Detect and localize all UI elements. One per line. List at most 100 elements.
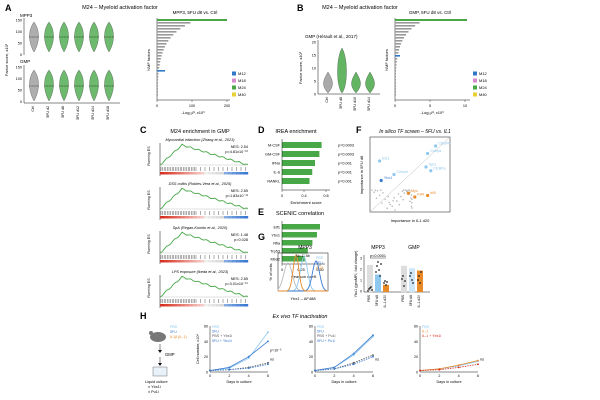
bar-other-factor [395, 85, 396, 87]
bar-other-factor [157, 91, 158, 93]
dotplot-point [410, 272, 412, 274]
bar-other-factor [395, 31, 409, 33]
bar-other-factor [157, 43, 167, 45]
h-chart-ns: ns [375, 358, 379, 362]
panel-g-flow-xlabel: Ybx1 – AF488 [290, 296, 316, 301]
panel-g-flow-ylabel: % of cells [268, 263, 273, 280]
bar-other-factor [157, 67, 160, 69]
tf-background-point [373, 191, 376, 193]
h-chart-xtick: 0 [419, 374, 421, 378]
bar-other-factor [157, 94, 158, 96]
gsea-pvalue: p=1.83x10⁻¹¹ [226, 194, 249, 198]
panel-e-bars: Elf1 Ybx1 Nfia Trp53 Mbd2 [270, 224, 320, 262]
panel-g-dotplot [367, 257, 423, 293]
gsea-rank-gradient [188, 304, 193, 307]
h-chart-pvalue: p=10⁻⁶ [270, 348, 282, 352]
tf-background-point [378, 194, 381, 197]
gsea-rank-gradient [244, 260, 249, 263]
bar-other-factor [157, 37, 171, 39]
gsea-rank-gradient [232, 172, 237, 175]
panel-f-title: In silico TF screen – 5FU vs. IL1 [379, 129, 451, 135]
panel-b-ytick: 15 [312, 54, 316, 58]
h-chart-series-line [314, 334, 374, 371]
gsea-rank-gradient [244, 304, 249, 307]
h-chart-xtick: 2 [228, 374, 230, 378]
panel-a-bar-xtick: 0 [156, 104, 158, 108]
panel-b-yticks: 20 15 10 5 0 [312, 41, 316, 97]
h-chart-xtick: 6 [477, 374, 479, 378]
dotplot-bar [375, 274, 381, 293]
flow-legend-label: PBS [316, 256, 324, 260]
panel-h-title: Ex vivo TF inactivation [273, 314, 328, 320]
dotplot-point [378, 269, 380, 271]
dotplot-bar [417, 270, 423, 293]
panel-b-xtick: 5FU d10 [353, 97, 357, 111]
gsea-rank-gradient [180, 304, 185, 307]
h-chart-ytick: 0 [206, 371, 208, 375]
h-chart-point [228, 368, 231, 371]
panel-g-ytick: 0 [360, 290, 362, 294]
gsea-rank-gradient [204, 304, 209, 307]
h-chart-xtick: 4 [248, 374, 250, 378]
bar-m12 [395, 55, 400, 57]
gsea-rank-gradient [196, 216, 201, 219]
tf-background-point [371, 189, 373, 191]
h-chart-ytick: 0 [311, 371, 313, 375]
tf-point-label: CEBPb [438, 142, 450, 146]
bar-other-factor [395, 94, 396, 96]
panel-a: A M24 – Myeloid activation factor MPP3 G… [4, 3, 247, 120]
panel-b-ytick: 0 [314, 93, 316, 97]
dotplot-point [403, 285, 405, 287]
panel-a-ytick: 100 [16, 77, 22, 81]
gsea-ylabel: Running ES [147, 278, 151, 298]
panel-e-title: SCENIC correlation [276, 211, 324, 217]
h-chart-xlabel: Days in culture [436, 380, 461, 384]
dotplot-bar [367, 265, 373, 293]
gsea-rank-gradient [220, 216, 225, 219]
gsea-rank-gradient [200, 304, 205, 307]
panel-d-row-label: M-CSF [268, 144, 281, 148]
gsea-title: SpA (Regan-Komito et al., 2020) [173, 226, 228, 230]
panel-g-yticks: 3 2 1 0 [360, 257, 362, 294]
tf-background-point [410, 197, 412, 199]
dotplot-point [385, 284, 387, 286]
dotplot-point [412, 282, 414, 284]
tf-point-label: Ets1 [382, 157, 390, 161]
panel-c-letter: C [140, 125, 147, 135]
legend-swatch [473, 92, 477, 97]
panel-a-xtick: 5FU d18 [106, 106, 110, 120]
panel-c-gsea-plots: Myocardial infarction (Zhang et al., 202… [147, 138, 249, 308]
dotplot-bar [383, 284, 389, 293]
bar-other-factor [395, 58, 398, 60]
panel-a-legend: M12 M18 M24 M40 [232, 71, 247, 97]
gsea-rank-gradient [244, 172, 249, 175]
h-chart-legend-label: PBS [212, 325, 220, 329]
h-chart-series-line [419, 360, 479, 371]
gsea-rank-gradient [232, 260, 237, 263]
tf-point-label: Cebpa [430, 149, 442, 153]
panel-g-xtick: 5FU d8 [375, 295, 379, 306]
bar-other-factor [395, 76, 396, 78]
ireaa-bar [282, 178, 310, 184]
tf-background-point [410, 205, 413, 208]
gsea-rank-gradient [160, 172, 165, 175]
h-chart-legend-label: 5FU [212, 330, 219, 334]
panel-e-row-label: Nfia [273, 241, 281, 245]
violin-bottom [104, 69, 114, 102]
gsea-rank-gradient [216, 260, 221, 263]
panel-b-bar-ylabel: NMF factors [384, 49, 389, 71]
panel-a-xticks: Ctrl 5FU d2 5FU d8 5FU d12 5FU d14 5FU d18 [31, 106, 110, 120]
gsea-ylabel: Running ES [147, 146, 151, 166]
dotplot-point [402, 275, 404, 277]
gsea-rank-gradient [212, 216, 217, 219]
tf-point-label: Spi1 [429, 163, 437, 167]
legend-swatch [232, 85, 236, 90]
tf-point [434, 144, 438, 148]
panel-a-legend-label: M24 [238, 85, 247, 90]
ireaa-bar [282, 169, 313, 175]
panel-g-flow-title: MPP3 [298, 245, 312, 251]
panel-a-title: M24 – Myeloid activation factor [82, 5, 158, 11]
gsea-rank-gradient [224, 304, 229, 307]
panel-e-row-label: Ybx1 [271, 233, 280, 237]
